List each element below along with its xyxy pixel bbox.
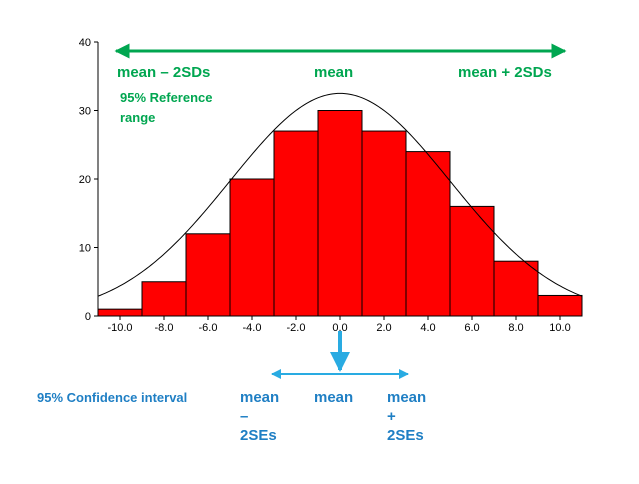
x-tick-label: -4.0 (243, 322, 262, 334)
y-tick-label: 20 (79, 174, 91, 186)
x-tick-label: -10.0 (107, 322, 132, 334)
histogram-bar (405, 151, 451, 317)
histogram-bar (537, 294, 583, 317)
reference-mean-label: mean (314, 64, 354, 81)
mean-minus-2se-label: mean – 2SEs (240, 388, 279, 445)
axes-layer: 0 10 20 30 40 -10.0 -8.0 -6.0 -4.0 -2.0 0.0 2.0 4.0 6… (79, 37, 582, 334)
mean-plus-2se-line: 2SEs (387, 427, 424, 444)
mean-minus-2se-line: 2SEs (240, 427, 277, 444)
histogram-bar (317, 110, 363, 317)
y-tick-label: 30 (79, 106, 91, 118)
y-tick-label: 40 (79, 37, 91, 49)
y-tick-label: 0 (85, 311, 91, 323)
mean-plus-2se-line: + (387, 408, 396, 425)
histogram-bar (229, 178, 275, 317)
histogram-bar (361, 130, 407, 317)
mean-minus-2sd-label: mean – 2SDs (117, 64, 211, 81)
histogram-bar (449, 205, 495, 317)
x-tick-label: 8.0 (508, 322, 523, 334)
normal-curve (97, 92, 583, 297)
x-tick-label: 0.0 (332, 322, 347, 334)
x-tick-label: -6.0 (199, 322, 218, 334)
histogram-bar (141, 281, 187, 317)
confidence-mean-label: mean (314, 389, 354, 406)
bars-layer (97, 110, 583, 317)
reference-range-label: 95% Reference range (120, 90, 213, 125)
x-tick-label: 4.0 (420, 322, 435, 334)
confidence-interval-label: 95% Confidence interval (37, 390, 188, 405)
mean-minus-2se-line: – (240, 408, 249, 425)
x-tick-label: 10.0 (549, 322, 570, 334)
mean-minus-2se-line: mean (240, 389, 280, 406)
mean-plus-2sd-label: mean + 2SDs (458, 64, 552, 81)
x-tick-label: -2.0 (287, 322, 306, 334)
mean-plus-2se-line: mean (387, 389, 427, 406)
histogram-bar (185, 233, 231, 317)
histogram-bar (97, 308, 143, 317)
y-tick-label: 10 (79, 243, 91, 255)
x-tick-label: 6.0 (464, 322, 479, 334)
mean-plus-2se-label: mean + 2SEs (387, 388, 426, 445)
histogram-bar (273, 130, 319, 317)
histogram-bar (493, 260, 539, 317)
x-tick-label: -8.0 (155, 322, 174, 334)
x-tick-label: 2.0 (376, 322, 391, 334)
